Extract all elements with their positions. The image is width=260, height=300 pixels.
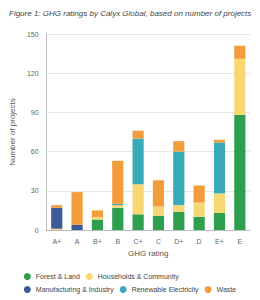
svg-text:E: E — [237, 238, 242, 245]
svg-text:A+: A+ — [52, 238, 61, 245]
svg-text:0: 0 — [35, 227, 39, 234]
svg-text:D: D — [197, 238, 202, 245]
svg-text:D+: D+ — [174, 238, 183, 245]
svg-text:90: 90 — [31, 109, 39, 116]
svg-text:150: 150 — [27, 31, 39, 38]
svg-text:Waste: Waste — [217, 286, 237, 293]
svg-text:Households & Community: Households & Community — [98, 273, 179, 281]
svg-text:Number of projects: Number of projects — [8, 98, 17, 166]
svg-text:Renewable Electricity: Renewable Electricity — [132, 286, 199, 294]
svg-text:Forest & Land: Forest & Land — [36, 273, 80, 280]
svg-text:C+: C+ — [134, 238, 143, 245]
svg-text:Manufacturing & Industry: Manufacturing & Industry — [36, 286, 114, 294]
svg-text:120: 120 — [27, 70, 39, 77]
svg-text:A: A — [75, 238, 80, 245]
svg-text:GHG rating: GHG rating — [128, 249, 168, 258]
svg-text:C: C — [156, 238, 161, 245]
svg-text:E+: E+ — [215, 238, 224, 245]
svg-text:30: 30 — [31, 187, 39, 194]
svg-text:Figure 1: GHG ratings by Calyx: Figure 1: GHG ratings by Calyx Global, b… — [9, 9, 251, 18]
svg-text:B: B — [115, 238, 120, 245]
svg-text:60: 60 — [31, 148, 39, 155]
svg-text:B+: B+ — [93, 238, 102, 245]
